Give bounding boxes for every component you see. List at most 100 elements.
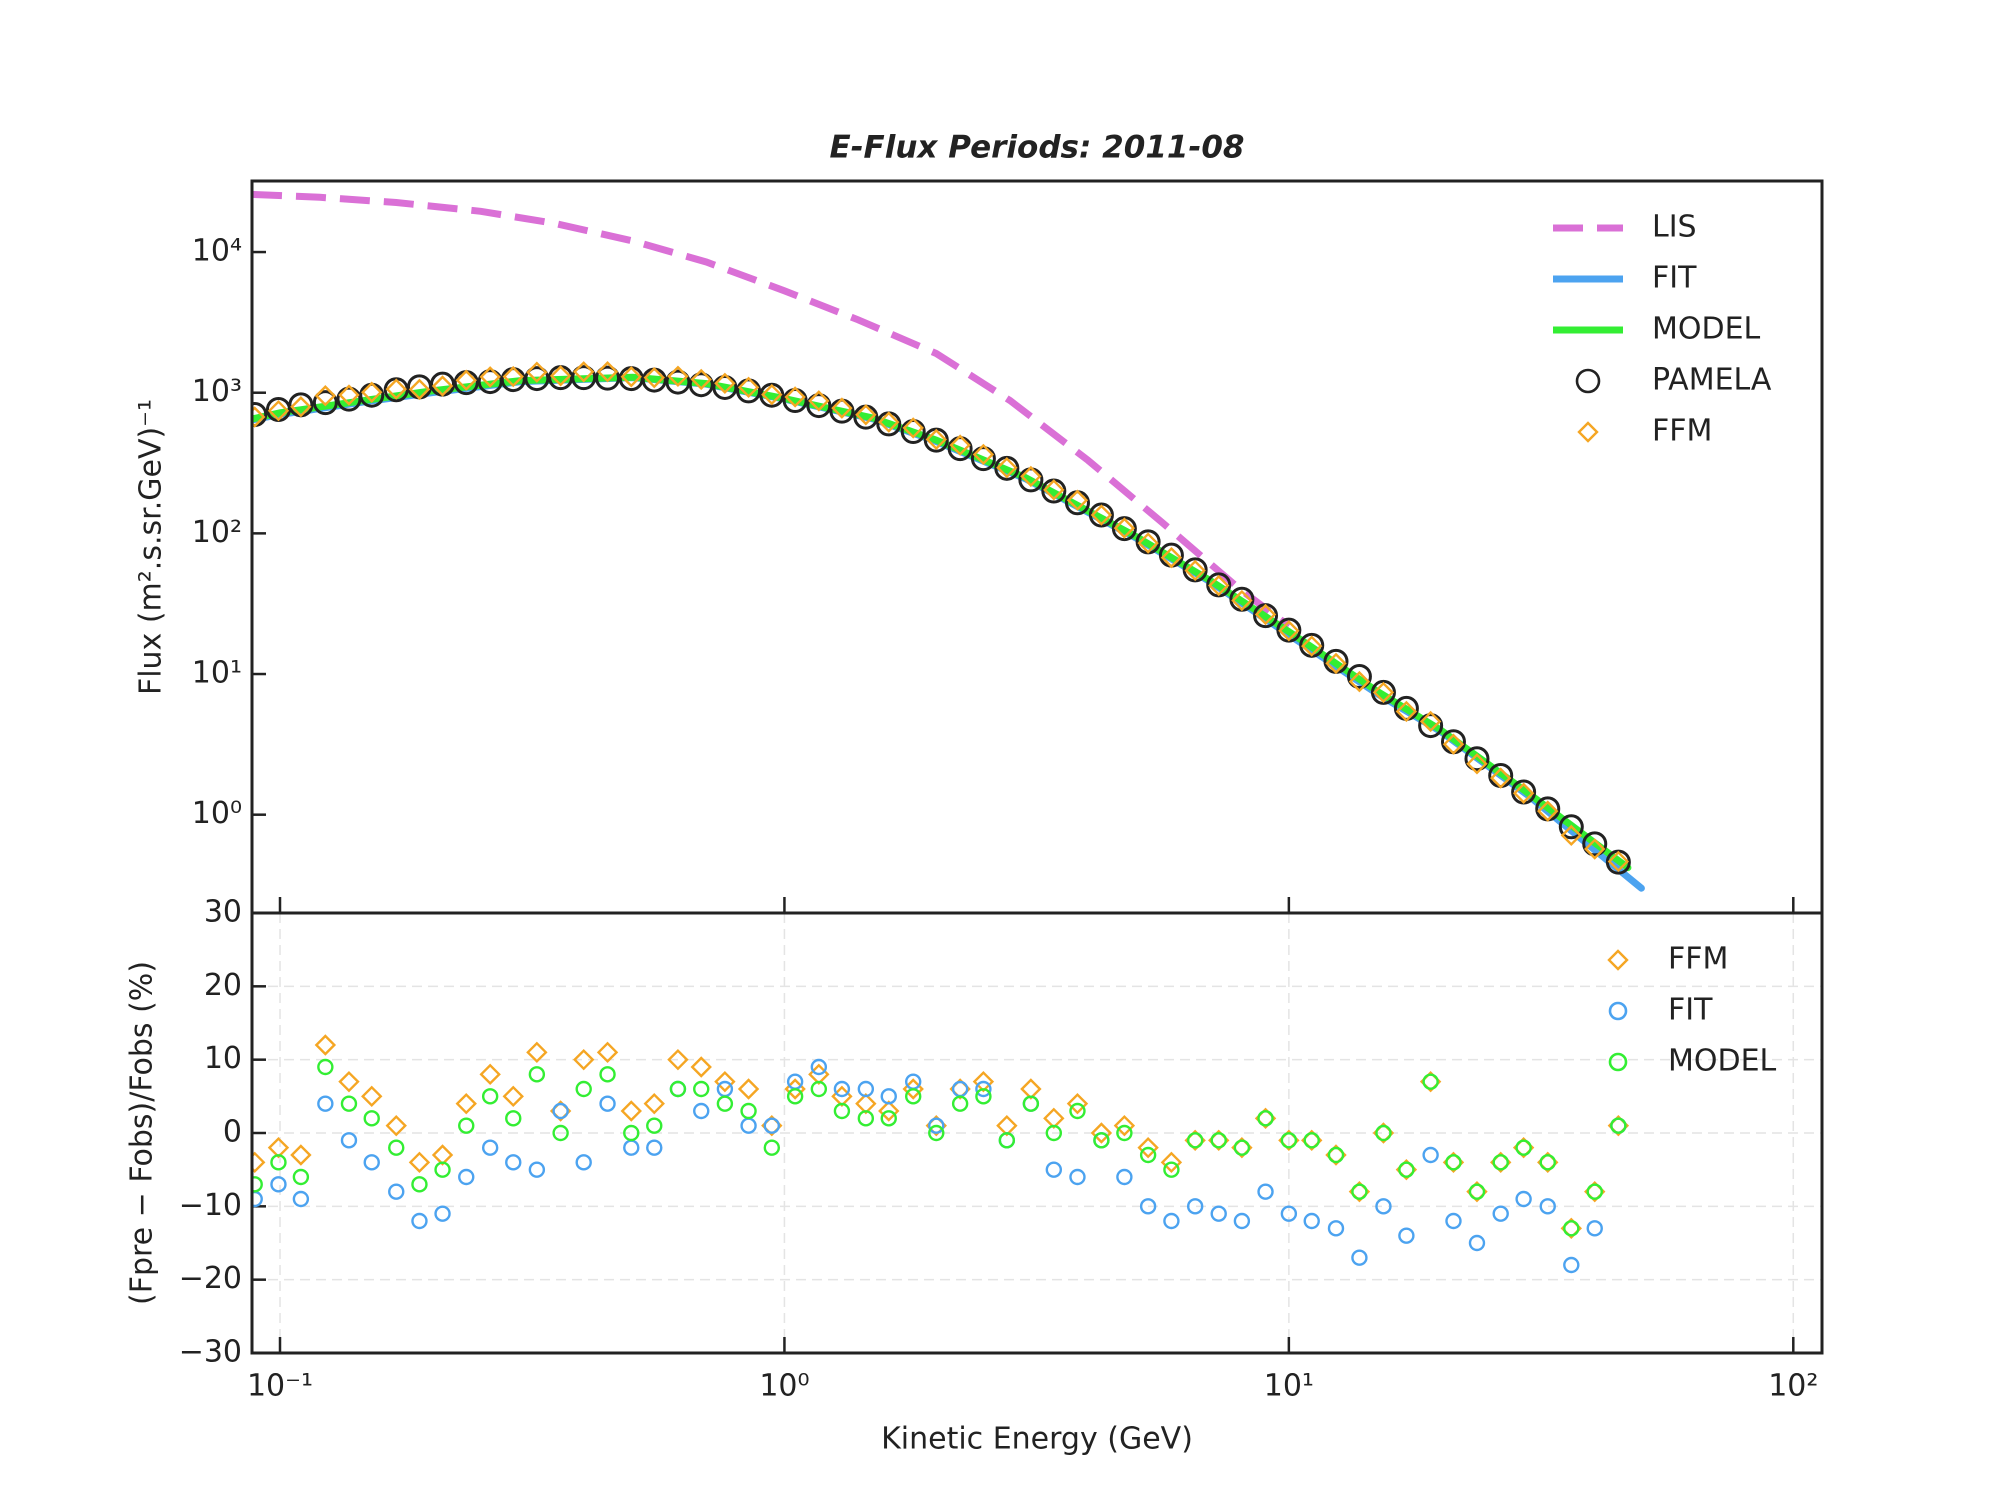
point [1468,1234,1486,1252]
point [361,1085,383,1108]
point [975,1088,992,1105]
point [1113,517,1136,539]
point [1442,733,1465,755]
point [1468,1183,1486,1200]
line [252,190,1291,629]
point [505,1154,522,1171]
point [737,1078,760,1100]
point [949,434,971,456]
point [1066,489,1089,511]
point [1325,652,1347,675]
point [806,393,832,419]
point [1069,1102,1086,1120]
point [1607,850,1630,873]
point [714,1070,736,1093]
y-tick-label: −30 [179,1335,242,1370]
point [786,1088,804,1105]
point [505,1110,522,1127]
point [524,366,550,392]
point [596,361,619,383]
point [549,365,572,387]
point [1233,1212,1251,1230]
x-axis-label: Kinetic Energy (GeV) [881,1422,1193,1457]
point [1539,1198,1556,1215]
legend-label: FIT [1668,993,1713,1028]
point [317,1095,334,1112]
point [575,1080,592,1098]
point [810,1058,828,1076]
point [1231,589,1253,612]
point [252,1151,266,1174]
point [1210,1205,1227,1222]
point [431,375,454,397]
point [643,1092,665,1115]
point [1020,1078,1042,1100]
point [1348,670,1371,693]
point [290,396,312,418]
point [388,1139,405,1156]
point [880,1110,897,1127]
point [595,365,621,391]
point [1137,1136,1159,1159]
point [1208,574,1230,597]
point [1375,1198,1392,1215]
point [808,390,830,412]
point [314,1034,337,1056]
point [267,399,290,422]
point [763,1117,781,1134]
point [528,1161,546,1178]
point [292,1168,310,1186]
point [905,1088,922,1105]
point [1584,838,1606,860]
legend-label: FIT [1652,261,1697,296]
point [970,446,996,472]
point [1043,1107,1065,1130]
point [599,1066,616,1083]
point [1586,1220,1603,1237]
point [833,1102,851,1120]
legend-label: MODEL [1652,312,1761,347]
y-tick-label: −10 [179,1188,242,1223]
point [763,1139,781,1156]
point [270,1176,287,1193]
point [693,1102,710,1120]
y-tick-label: 30 [204,895,242,930]
point [1257,1110,1274,1127]
point [502,1085,524,1108]
point [270,1154,287,1171]
x-tick-label: 10¹ [1264,1369,1314,1404]
point [972,443,995,466]
point [1563,1256,1580,1274]
point [620,366,642,388]
point [1280,1205,1298,1222]
legend-marker [1607,949,1629,971]
point [1088,502,1114,528]
point [361,381,383,403]
point [252,406,266,428]
line [252,374,1645,892]
point [479,366,501,388]
legend-marker [1577,421,1599,443]
point [1375,1124,1392,1142]
legend-label: MODEL [1668,1044,1777,1079]
legend-marker [1575,368,1601,394]
plot-area [252,1034,1630,1274]
point [1398,1161,1415,1178]
point [1515,1190,1532,1208]
point [526,1041,548,1064]
y-tick-label: 10 [204,1041,242,1076]
point [1445,1154,1462,1171]
point [1139,1146,1157,1164]
point [1422,1146,1439,1164]
point [1160,546,1183,569]
point [314,385,337,407]
plot-area [252,190,1645,892]
legend-label: PAMELA [1652,363,1772,398]
point [623,1139,640,1156]
point [878,1100,900,1122]
point [388,1183,405,1200]
point [573,361,595,383]
point [1582,831,1608,857]
point [340,1132,358,1149]
point [1137,532,1159,554]
